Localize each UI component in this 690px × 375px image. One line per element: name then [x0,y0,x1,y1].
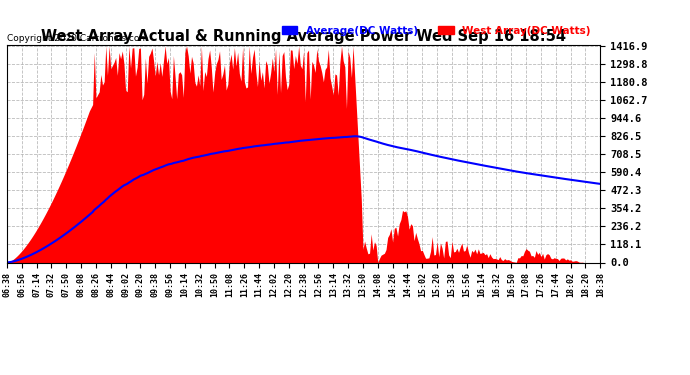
Legend: Average(DC Watts), West Array(DC Watts): Average(DC Watts), West Array(DC Watts) [277,22,595,40]
Title: West Array Actual & Running Average Power Wed Sep 16 18:54: West Array Actual & Running Average Powe… [41,29,566,44]
Text: Copyright 2020 Cartronics.com: Copyright 2020 Cartronics.com [7,34,148,43]
